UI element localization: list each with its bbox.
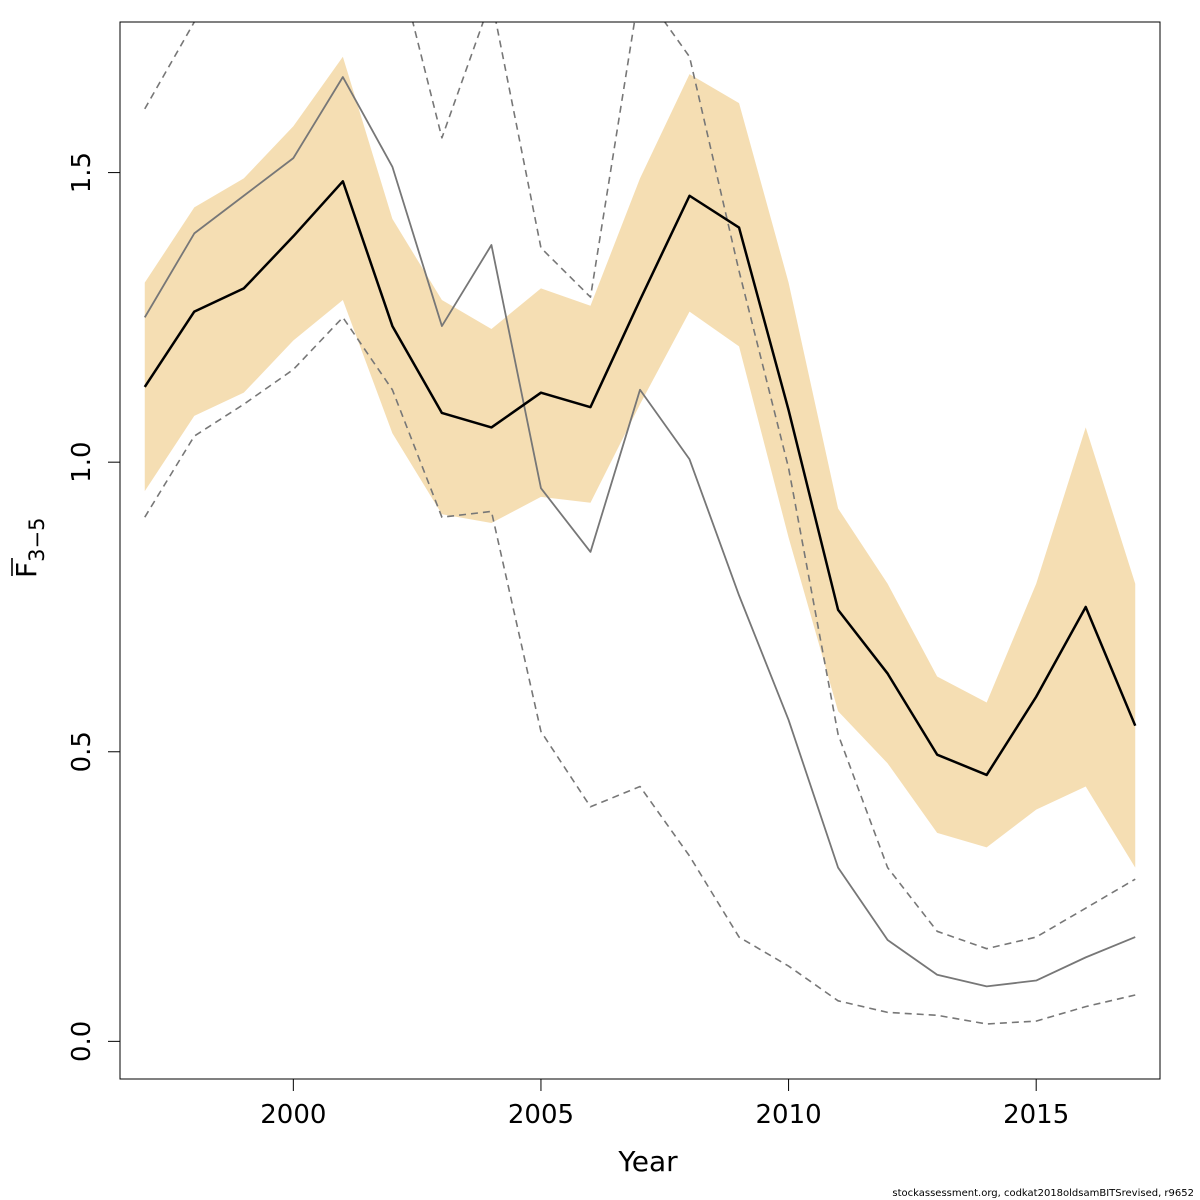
x-tick-label: 2015 xyxy=(1003,1100,1069,1130)
series-line-1 xyxy=(143,180,1137,777)
y-axis-title-subscript: 3−5 xyxy=(25,518,49,562)
footer-credit: stockassessment.org, codkat2018oldsamBIT… xyxy=(892,1188,1194,1199)
plot-area xyxy=(143,22,1137,1025)
x-tick-label: 2005 xyxy=(508,1100,574,1130)
x-tick-label: 2000 xyxy=(260,1100,326,1130)
y-axis-title: F3−5 xyxy=(10,518,49,578)
y-axis-title-main: F xyxy=(10,562,43,578)
series-line-2 xyxy=(143,76,1136,988)
series-line-3 xyxy=(144,22,1136,950)
x-tick-label: 2010 xyxy=(755,1100,821,1130)
y-tick-label: 0.0 xyxy=(67,1021,97,1062)
series-layer xyxy=(143,22,1137,1025)
y-tick-label: 0.5 xyxy=(67,731,97,772)
y-axis: 0.0 0.5 1.0 1.5 xyxy=(67,152,121,1062)
y-tick-label: 1.5 xyxy=(67,152,97,193)
y-axis-title-group: F3−5 xyxy=(10,518,49,578)
x-axis: 2000 2005 2010 2015 xyxy=(260,1078,1069,1130)
x-axis-title: Year xyxy=(617,1145,678,1178)
series-line-4 xyxy=(144,316,1136,1025)
y-tick-label: 1.0 xyxy=(67,441,97,482)
confidence-band xyxy=(144,56,1136,868)
